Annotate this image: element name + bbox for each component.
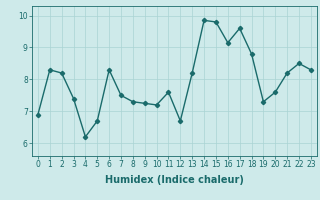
- X-axis label: Humidex (Indice chaleur): Humidex (Indice chaleur): [105, 175, 244, 185]
